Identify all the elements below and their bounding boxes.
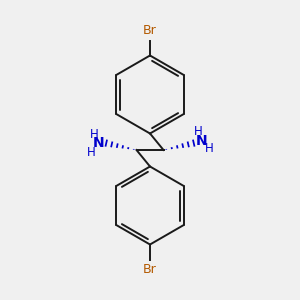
Text: Br: Br — [143, 263, 157, 276]
Text: H: H — [89, 128, 98, 141]
Text: N: N — [92, 136, 104, 150]
Text: Br: Br — [143, 24, 157, 37]
Text: H: H — [86, 146, 95, 159]
Text: H: H — [194, 125, 202, 138]
Text: N: N — [196, 134, 208, 148]
Text: H: H — [205, 142, 214, 155]
